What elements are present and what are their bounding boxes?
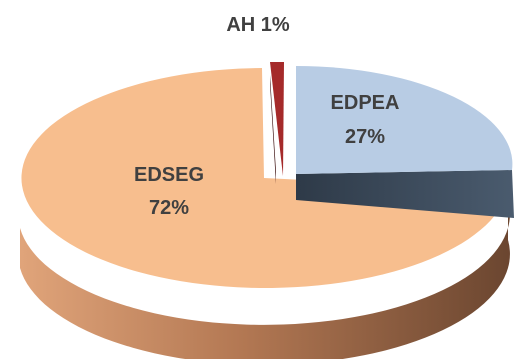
slice-edseg	[21, 68, 509, 288]
slice-edseg-side	[20, 200, 510, 359]
label-ah: AH 1%	[226, 14, 290, 36]
slice-edpea-side	[296, 170, 514, 218]
slice-ah-side	[270, 75, 276, 184]
slice-edpea	[296, 65, 513, 174]
label-edpea-pct: 27%	[345, 126, 385, 148]
slice-ah	[270, 62, 284, 176]
label-edpea-name: EDPEA	[331, 92, 400, 114]
label-edseg-pct: 72%	[149, 197, 189, 219]
label-edseg-name: EDSEG	[134, 164, 204, 186]
